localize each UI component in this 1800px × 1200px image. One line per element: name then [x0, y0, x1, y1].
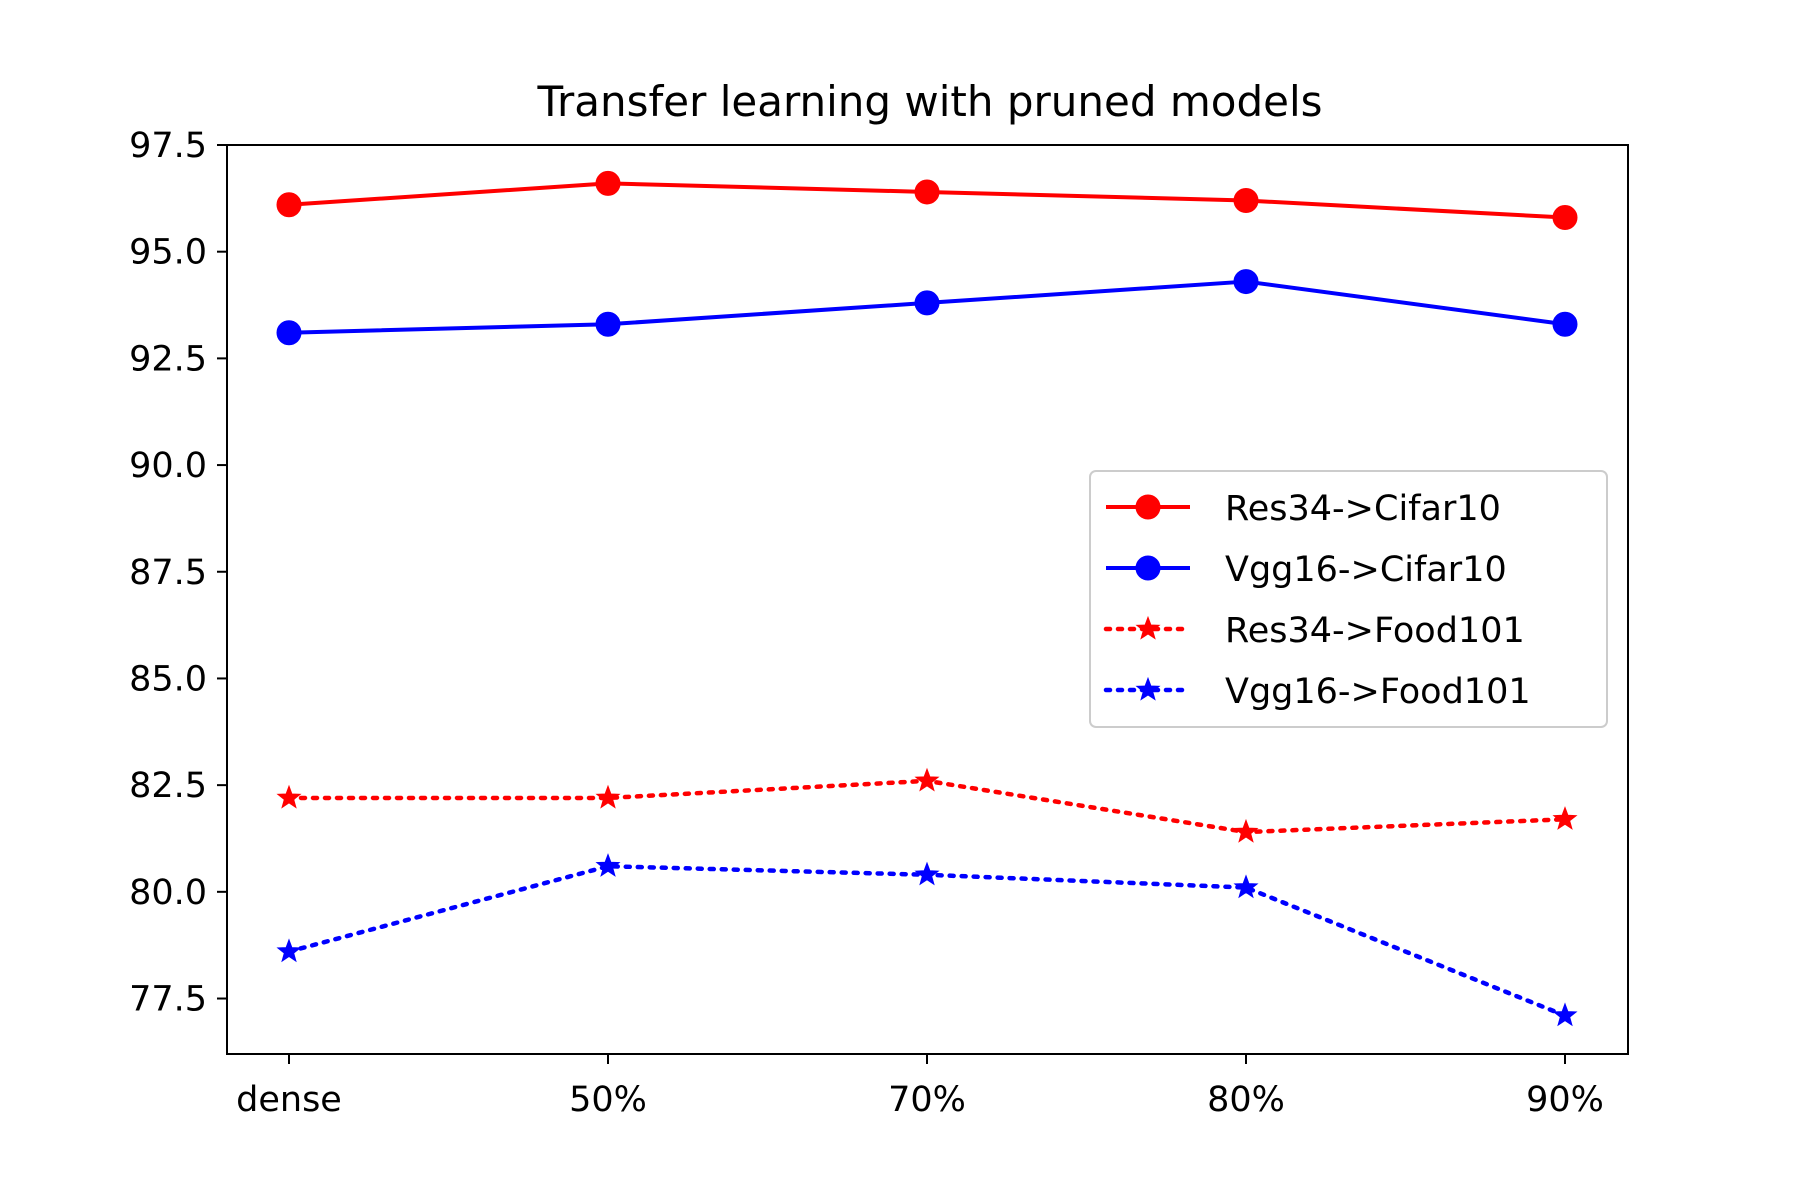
data-point: [595, 311, 621, 337]
legend-label: Res34->Food101: [1225, 611, 1525, 651]
data-point: [276, 938, 302, 963]
legend-item: Vgg16->Cifar10: [1106, 550, 1507, 590]
data-point: [276, 192, 302, 218]
legend-label: Vgg16->Cifar10: [1225, 550, 1507, 590]
y-tick-label: 97.5: [129, 126, 207, 166]
data-point: [1233, 187, 1259, 213]
y-tick-label: 85.0: [129, 659, 207, 699]
data-point: [276, 784, 302, 809]
x-tick-label: 70%: [888, 1080, 966, 1120]
y-tick-label: 92.5: [129, 339, 207, 379]
legend: Res34->Cifar10 Vgg16->Cifar10 Res34->Food1…: [1089, 470, 1608, 728]
data-point: [914, 861, 940, 886]
data-point: [1552, 311, 1578, 337]
data-point: [914, 179, 940, 205]
y-tick-label: 77.5: [129, 980, 207, 1020]
data-point: [276, 320, 302, 346]
y-tick-label: 82.5: [129, 766, 207, 806]
data-point: [914, 290, 940, 316]
y-tick-label: 80.0: [129, 873, 207, 913]
y-tick-label: 87.5: [129, 553, 207, 593]
data-point: [914, 767, 940, 792]
data-point: [1552, 1002, 1578, 1027]
y-axis: 77.5 80.0 82.5 85.0 87.5 90.0 92.5 95.0 97.5: [129, 126, 227, 1020]
legend-item: Res34->Food101: [1103, 611, 1525, 651]
data-point: [1552, 205, 1578, 231]
legend-marker: [1135, 676, 1161, 701]
data-point: [595, 170, 621, 196]
data-point: [1233, 874, 1259, 899]
legend-box: [1089, 470, 1608, 728]
x-tick-label: 90%: [1526, 1080, 1604, 1120]
legend-item: Res34->Cifar10: [1106, 489, 1501, 529]
legend-marker: [1135, 494, 1161, 520]
series-3: [276, 853, 1578, 1027]
series-layer: [276, 170, 1578, 1027]
x-tick-label: 80%: [1207, 1080, 1285, 1120]
data-point: [1552, 806, 1578, 830]
data-point: [1233, 818, 1259, 843]
data-point: [595, 853, 621, 877]
y-tick-label: 95.0: [129, 233, 207, 273]
series-2: [276, 767, 1578, 843]
legend-item: Vgg16->Food101: [1103, 672, 1531, 712]
data-point: [1233, 269, 1259, 295]
legend-marker: [1135, 555, 1161, 581]
legend-label: Res34->Cifar10: [1225, 489, 1501, 529]
series-1: [276, 269, 1578, 346]
x-tick-label: 50%: [569, 1080, 647, 1120]
legend-label: Vgg16->Food101: [1225, 672, 1531, 712]
legend-marker: [1135, 615, 1161, 640]
data-point: [595, 784, 621, 809]
series-0: [276, 170, 1578, 231]
chart-title: Transfer learning with pruned models: [536, 77, 1322, 126]
x-axis: dense 50% 70% 80% 90%: [236, 1054, 1604, 1120]
x-tick-label: dense: [236, 1080, 342, 1120]
y-tick-label: 90.0: [129, 446, 207, 486]
